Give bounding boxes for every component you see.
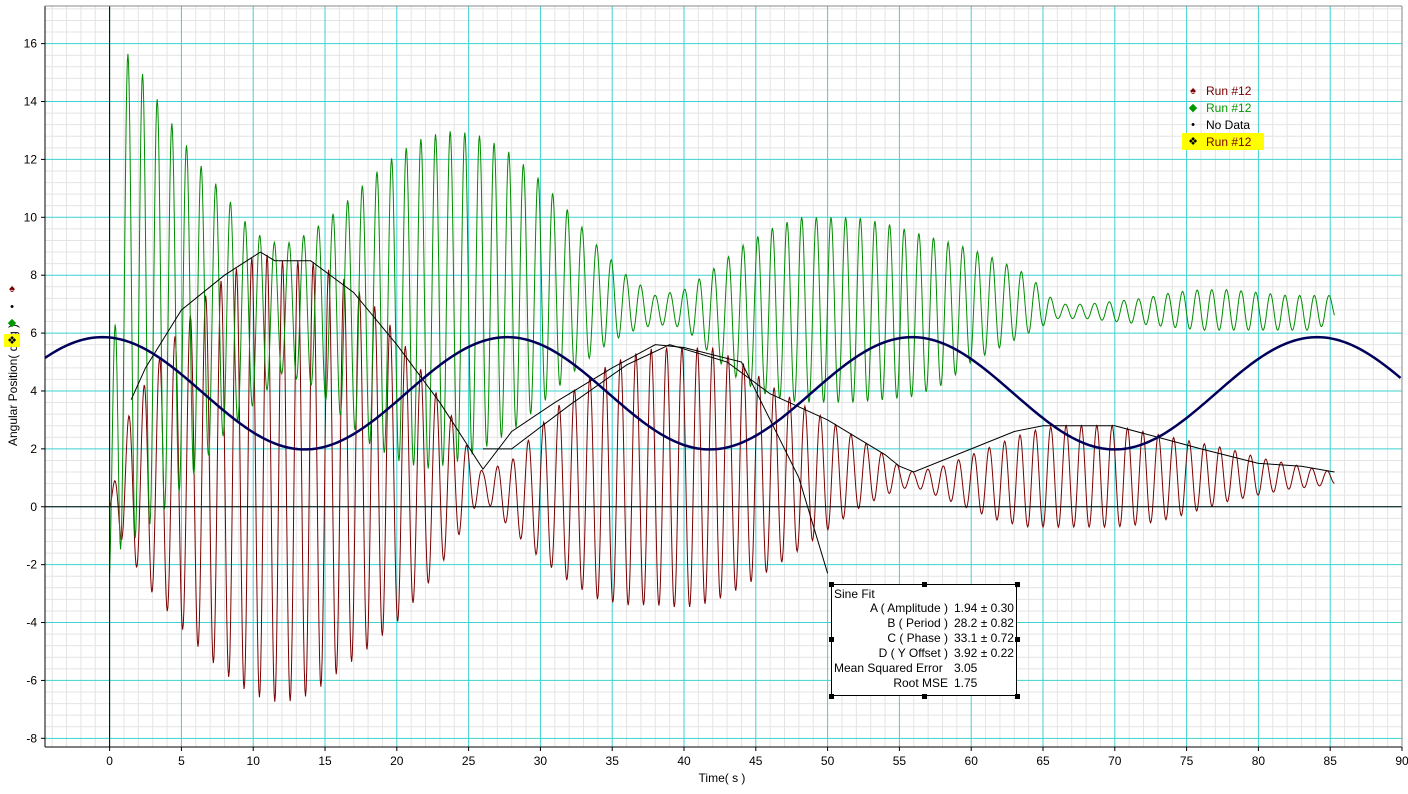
sine-fit-curve xyxy=(44,335,1402,451)
x-tick-label: 40 xyxy=(677,754,691,768)
legend-item-run12-green[interactable]: ◆ Run #12 xyxy=(1182,99,1264,116)
fit-row-label: A ( Amplitude ) xyxy=(869,601,948,615)
y-tick-label: 8 xyxy=(30,268,37,282)
resize-handle[interactable] xyxy=(1015,582,1020,587)
y-tick-label: -6 xyxy=(26,673,37,687)
legend-label: Run #12 xyxy=(1206,83,1252,98)
tick-labels: 0 5 10 15 20 25 30 35 40 45 50 55 60 65 70 75 80 85 90-8-6… xyxy=(24,37,1408,768)
fit-row-period: B ( Period ) 28.2 ± 0.82 xyxy=(832,616,1016,631)
fit-row-offset: D ( Y Offset ) 3.92 ± 0.22 xyxy=(832,646,1016,661)
fit-row-mse: Mean Squared Error 3.05 xyxy=(832,661,1016,676)
legend-item-no-data[interactable]: • No Data xyxy=(1182,116,1264,133)
resize-handle[interactable] xyxy=(1015,637,1020,642)
peak-outline-line-2 xyxy=(130,251,829,574)
fit-row-value: 33.1 ± 0.72 xyxy=(954,631,1014,645)
x-tick-label: 5 xyxy=(178,754,185,768)
y-tick-label: -8 xyxy=(26,731,37,745)
y-axis-label: Angular Position( deg ) xyxy=(6,324,20,446)
major-grid xyxy=(45,6,1403,747)
minor-grid xyxy=(45,6,1402,747)
y-tick-label: 2 xyxy=(30,442,37,456)
sine-fit-box[interactable]: Sine Fit A ( Amplitude ) 1.94 ± 0.30 B (… xyxy=(831,584,1017,696)
fit-marker-icon: ❖ xyxy=(1188,136,1198,148)
x-tick-label: 45 xyxy=(749,754,763,768)
y-tick-label: 6 xyxy=(30,326,37,340)
fit-row-value: 3.92 ± 0.22 xyxy=(954,646,1014,660)
fit-row-phase: C ( Phase ) 33.1 ± 0.72 xyxy=(832,631,1016,646)
x-tick-label: 10 xyxy=(247,754,261,768)
x-tick-label: 70 xyxy=(1108,754,1122,768)
x-tick-label: 20 xyxy=(390,754,404,768)
series-layer xyxy=(44,53,1402,702)
y-tick-label: 10 xyxy=(24,210,38,224)
x-axis-label: Time( s ) xyxy=(699,771,746,785)
resize-handle[interactable] xyxy=(922,694,927,699)
legend-label: No Data xyxy=(1206,117,1251,132)
legend-label: Run #12 xyxy=(1206,100,1252,115)
y-tick-label: -2 xyxy=(26,558,37,572)
legend[interactable]: ♠ Run #12 ◆ Run #12 • No Data ❖ Run #12 xyxy=(1182,82,1264,150)
x-tick-label: 65 xyxy=(1036,754,1050,768)
series-line-run12-0 xyxy=(109,254,1335,702)
x-tick-label: 35 xyxy=(606,754,620,768)
fit-row-value: 3.05 xyxy=(954,661,978,675)
resize-handle[interactable] xyxy=(829,582,834,587)
axis-marker-spade: ♠ xyxy=(9,283,15,295)
dot-icon: • xyxy=(1191,118,1195,131)
x-tick-label: 60 xyxy=(965,754,979,768)
legend-item-run12-fit[interactable]: ❖ Run #12 xyxy=(1182,133,1264,150)
fit-row-label: B ( Period ) xyxy=(887,616,948,630)
axis-marker-diamond: ◆ xyxy=(7,317,17,329)
spade-icon: ♠ xyxy=(1190,84,1196,97)
y-tick-label: 14 xyxy=(24,95,38,109)
axis-marker-fit[interactable]: ❖ xyxy=(4,334,20,347)
x-tick-label: 30 xyxy=(534,754,548,768)
resize-handle[interactable] xyxy=(922,582,927,587)
fit-row-value: 1.75 xyxy=(954,676,978,690)
x-tick-label: 55 xyxy=(893,754,907,768)
x-tick-label: 0 xyxy=(106,754,113,768)
y-tick-label: 4 xyxy=(30,384,37,398)
resize-handle[interactable] xyxy=(829,637,834,642)
x-tick-label: 50 xyxy=(821,754,835,768)
resize-handle[interactable] xyxy=(1015,694,1020,699)
fit-row-value: 1.94 ± 0.30 xyxy=(954,601,1014,615)
x-tick-label: 25 xyxy=(462,754,476,768)
fit-box-title: Sine Fit xyxy=(834,587,875,601)
legend-label: Run #12 xyxy=(1206,134,1252,149)
y-tick-label: -4 xyxy=(26,616,37,630)
x-tick-label: 90 xyxy=(1395,754,1408,768)
fit-row-label: Mean Squared Error xyxy=(834,661,943,675)
x-tick-label: 85 xyxy=(1324,754,1338,768)
axes-layer xyxy=(44,5,1403,748)
fit-row-rmse: Root MSE 1.75 xyxy=(832,676,1016,691)
fit-row-value: 28.2 ± 0.82 xyxy=(954,616,1014,630)
x-tick-label: 15 xyxy=(318,754,332,768)
legend-item-run12-red[interactable]: ♠ Run #12 xyxy=(1182,82,1264,99)
fit-row-label: Root MSE xyxy=(893,676,948,690)
fit-row-label: C ( Phase ) xyxy=(887,631,948,645)
x-tick-label: 80 xyxy=(1252,754,1266,768)
resize-handle[interactable] xyxy=(829,694,834,699)
y-tick-label: 12 xyxy=(24,152,38,166)
axis-marker-dot: • xyxy=(10,301,14,313)
y-tick-label: 0 xyxy=(30,500,37,514)
y-tick-label: 16 xyxy=(24,37,38,51)
x-tick-label: 75 xyxy=(1180,754,1194,768)
peak-outline-line-3 xyxy=(482,344,1335,473)
diamond-icon: ◆ xyxy=(1188,102,1198,114)
fit-row-label: D ( Y Offset ) xyxy=(878,646,948,660)
fit-row-amplitude: A ( Amplitude ) 1.94 ± 0.30 xyxy=(832,601,1016,616)
